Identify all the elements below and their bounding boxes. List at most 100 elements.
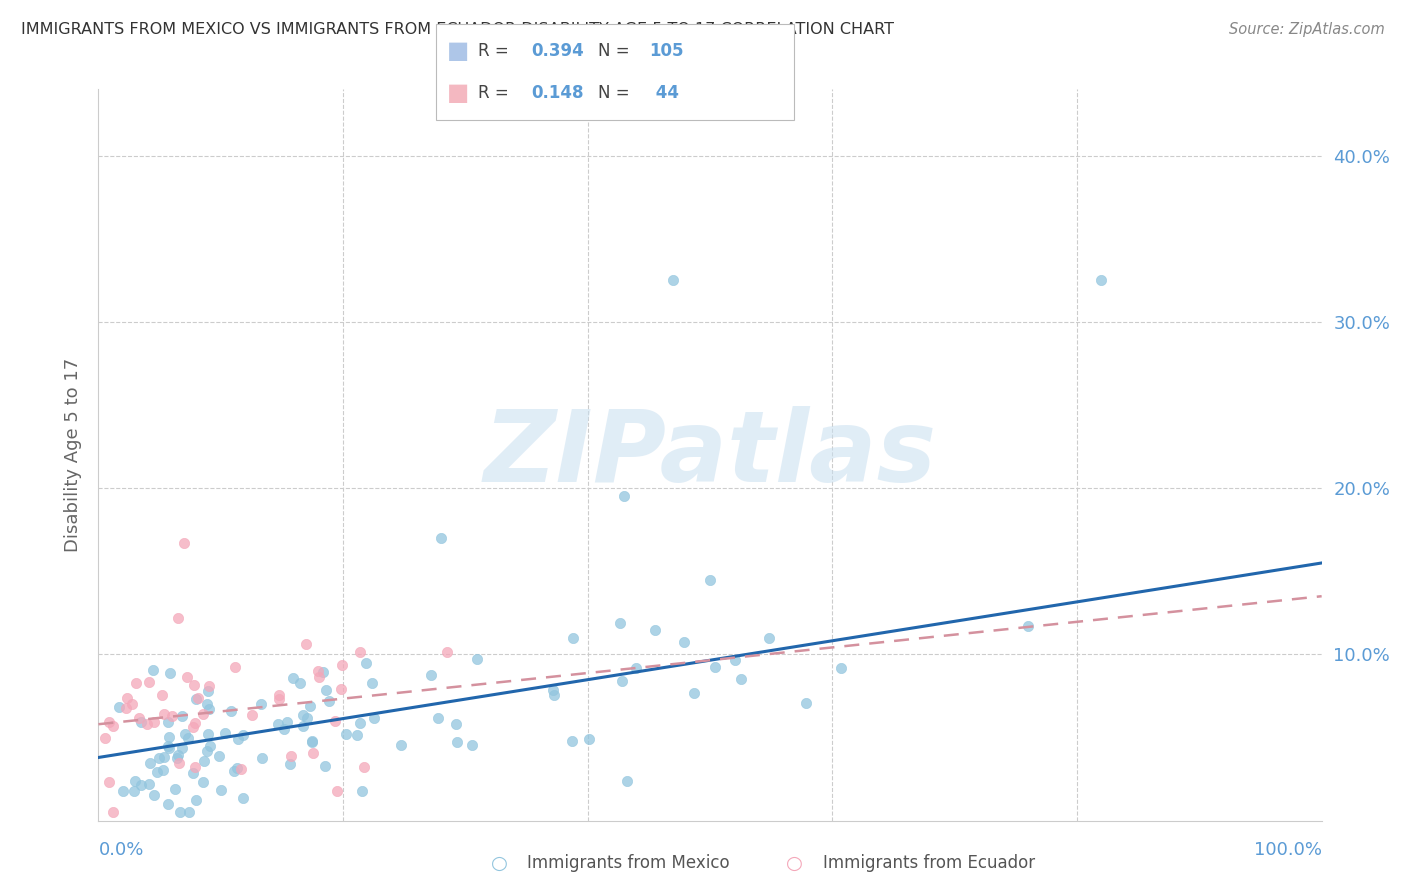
Point xyxy=(360,675,382,690)
Point xyxy=(143,789,166,803)
Point xyxy=(561,733,583,747)
Point xyxy=(436,645,458,659)
Point xyxy=(128,711,150,725)
Point xyxy=(250,697,273,711)
Point xyxy=(699,573,721,587)
Point xyxy=(446,735,468,749)
Point xyxy=(224,660,246,674)
Point xyxy=(389,738,412,752)
Point xyxy=(353,760,375,774)
Point xyxy=(150,688,173,702)
Point xyxy=(197,702,219,716)
Point xyxy=(97,775,120,789)
Point xyxy=(173,536,195,550)
Point xyxy=(730,672,752,686)
Text: Immigrants from Mexico: Immigrants from Mexico xyxy=(527,855,730,872)
Text: Source: ZipAtlas.com: Source: ZipAtlas.com xyxy=(1229,22,1385,37)
Text: ■: ■ xyxy=(447,81,470,105)
Point xyxy=(276,714,298,729)
Point xyxy=(312,665,335,680)
Point xyxy=(1090,273,1112,287)
Point xyxy=(426,711,449,725)
Point xyxy=(156,797,179,811)
Point xyxy=(609,616,631,631)
Point xyxy=(281,671,304,685)
Point xyxy=(112,784,135,798)
Point xyxy=(280,749,302,764)
Point xyxy=(166,751,188,765)
Point xyxy=(644,623,666,637)
Point xyxy=(184,792,207,806)
Point xyxy=(115,691,138,706)
Point xyxy=(157,714,180,729)
Point xyxy=(541,683,564,698)
Point xyxy=(152,763,174,777)
Y-axis label: Disability Age 5 to 17: Disability Age 5 to 17 xyxy=(63,358,82,552)
Text: ZIPatlas: ZIPatlas xyxy=(484,407,936,503)
Point xyxy=(346,728,368,742)
Point xyxy=(156,739,179,753)
Point xyxy=(444,717,467,731)
Point xyxy=(125,676,148,690)
Point xyxy=(315,683,337,698)
Point xyxy=(704,660,727,674)
Point xyxy=(153,706,176,721)
Point xyxy=(131,778,153,792)
Point xyxy=(97,715,120,730)
Point xyxy=(302,747,325,761)
Text: 0.148: 0.148 xyxy=(531,85,583,103)
Point xyxy=(229,762,252,776)
Point xyxy=(142,664,165,678)
Point xyxy=(612,673,634,688)
Point xyxy=(166,611,188,625)
Point xyxy=(167,756,190,770)
Point xyxy=(267,717,290,731)
Point xyxy=(197,727,219,741)
Point xyxy=(298,699,321,714)
Point xyxy=(193,754,215,768)
Point xyxy=(295,710,318,724)
Point xyxy=(191,775,214,789)
Point xyxy=(138,675,160,690)
Point xyxy=(323,714,346,729)
Point xyxy=(197,684,219,698)
Point xyxy=(465,652,488,666)
Point xyxy=(121,698,143,712)
Point xyxy=(240,707,263,722)
Point xyxy=(318,694,340,708)
Point xyxy=(682,686,704,700)
Point xyxy=(329,681,352,696)
Point xyxy=(292,719,315,733)
Text: 0.394: 0.394 xyxy=(531,42,585,60)
Point xyxy=(103,805,125,820)
Point xyxy=(349,716,371,731)
Point xyxy=(183,760,205,774)
Point xyxy=(232,728,254,742)
Text: Immigrants from Ecuador: Immigrants from Ecuador xyxy=(823,855,1035,872)
Point xyxy=(103,719,125,733)
Point xyxy=(723,653,745,667)
Text: 100.0%: 100.0% xyxy=(1254,840,1322,859)
Point xyxy=(314,759,336,773)
Point xyxy=(830,661,852,675)
Point xyxy=(173,726,195,740)
Point xyxy=(232,790,254,805)
Point xyxy=(124,774,146,789)
Point xyxy=(177,805,200,820)
Text: ○: ○ xyxy=(491,854,508,873)
Point xyxy=(160,709,183,723)
Point xyxy=(561,631,583,645)
Point xyxy=(165,782,187,797)
Point xyxy=(363,711,385,725)
Point xyxy=(191,707,214,722)
Point xyxy=(135,716,157,731)
Point xyxy=(301,734,323,748)
Point xyxy=(176,670,198,684)
Point xyxy=(187,690,209,705)
Point xyxy=(616,773,638,788)
Point xyxy=(662,273,685,287)
Point xyxy=(177,731,200,745)
Point xyxy=(420,668,443,682)
Point xyxy=(107,700,129,714)
Point xyxy=(1017,619,1039,633)
